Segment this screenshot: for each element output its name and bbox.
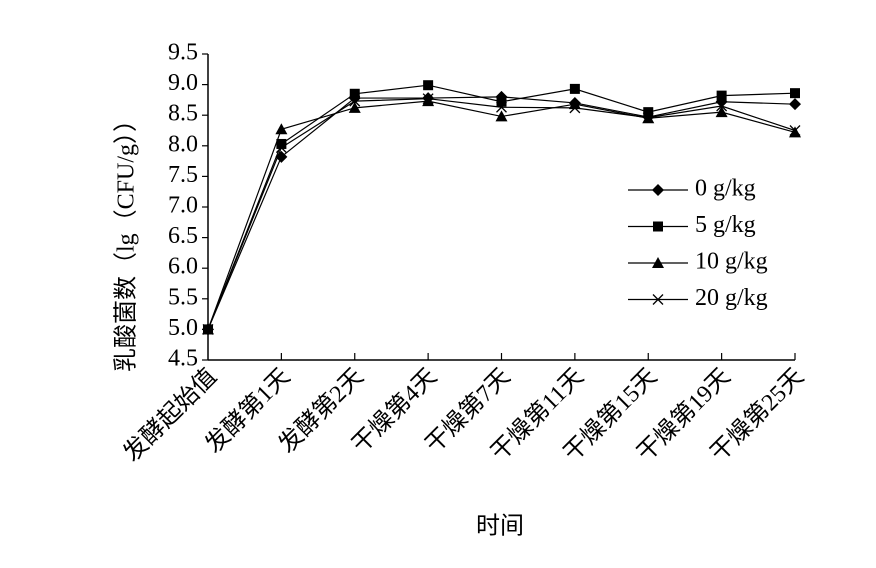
y-tick-label: 9.5	[168, 40, 198, 66]
marker	[348, 101, 361, 113]
y-tick-label: 7.5	[168, 162, 198, 188]
marker	[423, 80, 434, 91]
y-tick-label: 9.0	[168, 70, 198, 96]
marker	[349, 95, 361, 107]
y-tick-label: 6.5	[168, 223, 198, 249]
marker	[652, 257, 664, 268]
legend-label: 5 g/kg	[695, 212, 756, 238]
marker	[569, 83, 580, 94]
marker	[643, 107, 654, 118]
marker	[422, 93, 434, 105]
marker	[789, 125, 801, 136]
marker	[349, 88, 360, 99]
y-axis-label: 乳酸菌数（lg（CFU/g））	[113, 108, 140, 372]
marker	[642, 112, 654, 124]
marker	[653, 221, 663, 232]
marker	[275, 123, 288, 135]
y-tick-label: 7.0	[168, 193, 198, 219]
marker	[569, 102, 581, 114]
marker	[652, 184, 664, 196]
y-tick-label: 4.5	[168, 346, 198, 372]
legend-label: 20 g/kg	[695, 285, 768, 311]
marker	[495, 110, 508, 122]
y-tick-label: 6.0	[168, 254, 198, 280]
x-tick-label: 发酵起始值	[118, 363, 222, 467]
x-axis-label: 时间	[476, 513, 524, 540]
marker	[276, 138, 287, 149]
marker	[715, 106, 728, 118]
marker	[789, 126, 801, 138]
marker	[789, 98, 801, 111]
legend-label: 10 g/kg	[695, 249, 768, 275]
y-tick-label: 5.0	[168, 315, 198, 341]
marker	[422, 95, 435, 107]
legend-label: 0 g/kg	[695, 176, 756, 202]
marker	[790, 88, 800, 99]
marker	[568, 98, 581, 110]
y-tick-label: 8.5	[168, 101, 198, 127]
marker	[652, 294, 664, 305]
marker	[716, 90, 727, 101]
marker	[202, 323, 214, 335]
marker	[716, 100, 728, 112]
marker	[496, 96, 507, 107]
marker	[496, 101, 507, 113]
marker	[275, 142, 287, 154]
y-tick-label: 5.5	[168, 284, 198, 310]
y-tick-label: 8.0	[168, 131, 198, 157]
